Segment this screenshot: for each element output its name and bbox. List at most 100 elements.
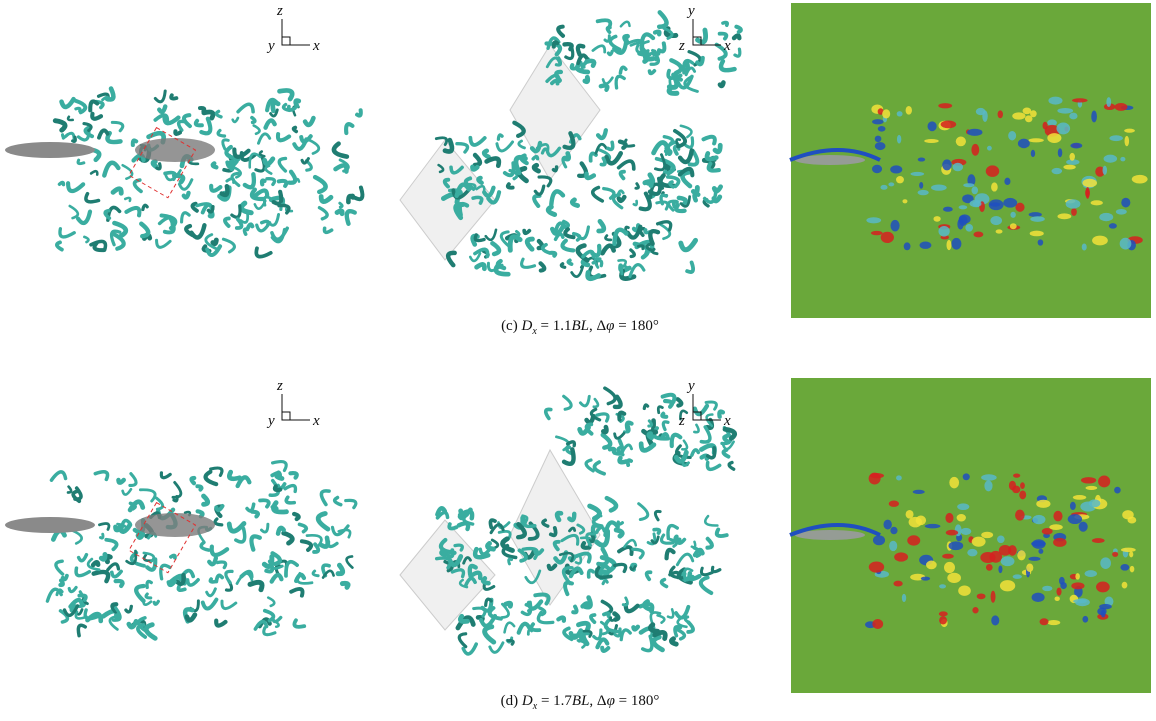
vorticity-blob bbox=[1055, 597, 1060, 601]
vortex-tube bbox=[587, 424, 592, 433]
vortex-tube bbox=[100, 534, 103, 538]
vorticity-blob bbox=[977, 593, 986, 599]
vortex-tube bbox=[266, 120, 275, 127]
vorticity-blob bbox=[1082, 244, 1087, 251]
vortex-tube bbox=[639, 504, 648, 520]
vortex-tube bbox=[284, 533, 293, 543]
vortex-tube bbox=[602, 648, 608, 651]
body bbox=[135, 138, 215, 162]
vortex-tube bbox=[78, 212, 90, 223]
vortex-tube bbox=[522, 259, 535, 267]
vortex-tube bbox=[729, 463, 734, 470]
vortex-tube bbox=[647, 572, 651, 579]
vorticity-blob bbox=[1004, 178, 1010, 185]
vorticity-blob bbox=[880, 185, 887, 190]
vorticity-blob bbox=[890, 165, 902, 173]
vorticity-blob bbox=[1066, 199, 1081, 208]
vorticity-blob bbox=[1032, 515, 1045, 524]
vorticity-blob bbox=[1120, 564, 1129, 571]
vortex-tube bbox=[207, 589, 216, 596]
vortex-tube bbox=[107, 556, 110, 561]
caption-label: (d) bbox=[501, 693, 522, 709]
vortex-tube bbox=[715, 145, 720, 151]
caption-unit: BL bbox=[571, 318, 589, 334]
vortex-tube bbox=[628, 460, 631, 465]
vorticity-blob bbox=[1115, 103, 1128, 111]
vorticity-blob bbox=[869, 561, 884, 572]
vorticity-blob bbox=[945, 513, 953, 523]
vorticity-blob bbox=[1073, 495, 1086, 500]
vortex-tube bbox=[144, 601, 151, 605]
vorticity-blob bbox=[1085, 189, 1090, 198]
vortex-tube bbox=[86, 194, 99, 202]
vortex-tube bbox=[302, 541, 311, 550]
vorticity-blob bbox=[1028, 557, 1040, 561]
vortex-tube bbox=[200, 108, 204, 111]
vorticity-blob bbox=[957, 218, 963, 229]
vortex-tube bbox=[568, 260, 571, 264]
vortex-tube bbox=[60, 580, 62, 585]
vorticity-blob bbox=[1056, 122, 1070, 134]
vortex-tube bbox=[478, 178, 481, 183]
vortex-tube bbox=[112, 571, 121, 576]
vorticity-blob bbox=[1089, 499, 1101, 507]
vorticity-blob bbox=[1098, 475, 1110, 487]
caption-tail: , Δ bbox=[589, 318, 607, 334]
vortex-tube bbox=[616, 76, 624, 88]
caption-end: = 180° bbox=[614, 318, 658, 334]
vortex-tube bbox=[620, 142, 626, 148]
vortex-tube bbox=[70, 206, 78, 218]
vortex-tube bbox=[254, 126, 260, 134]
vorticity-blob bbox=[1019, 490, 1026, 499]
vortex-tube bbox=[568, 442, 575, 446]
vorticity-blob bbox=[1121, 548, 1136, 552]
vorticity-blob bbox=[961, 528, 972, 535]
vorticity-blob bbox=[986, 165, 999, 176]
vorticity-blob bbox=[1040, 618, 1049, 625]
vortex-tube bbox=[229, 523, 244, 531]
vortex-tube bbox=[108, 133, 121, 142]
vortex-tube bbox=[340, 203, 342, 207]
vortex-tube bbox=[296, 575, 304, 581]
vortex-tube bbox=[608, 142, 613, 149]
vorticity-blob bbox=[998, 565, 1002, 573]
vorticity-blob bbox=[959, 205, 968, 209]
vortex-tube bbox=[68, 183, 83, 191]
vortex-tube bbox=[232, 206, 240, 217]
vorticity-blob bbox=[1121, 198, 1130, 208]
vortex-tube bbox=[260, 500, 269, 506]
vorticity-blob bbox=[1042, 528, 1053, 535]
axis-label: y bbox=[686, 378, 695, 394]
vorticity-blob bbox=[943, 207, 953, 212]
vortex-tube bbox=[723, 23, 727, 26]
vortex-tube bbox=[84, 237, 88, 242]
vortex-tube bbox=[324, 228, 331, 232]
vorticity-blob bbox=[870, 473, 884, 478]
vortex-tube bbox=[237, 219, 242, 228]
vortex-tube bbox=[63, 135, 68, 137]
vortex-tube bbox=[315, 177, 325, 192]
vortex-tube bbox=[286, 497, 294, 503]
vorticity-blob bbox=[1003, 198, 1017, 208]
vortex-tube bbox=[598, 130, 606, 138]
axis-origin bbox=[282, 412, 290, 420]
vorticity-blob bbox=[918, 158, 926, 162]
vortex-tube bbox=[216, 575, 222, 581]
vortex-tube bbox=[459, 634, 465, 647]
vortex-tube bbox=[681, 240, 696, 249]
vorticity-blob bbox=[916, 516, 926, 526]
vortex-tube bbox=[244, 229, 247, 234]
vorticity-blob bbox=[1063, 165, 1075, 170]
vortex-tube bbox=[266, 166, 272, 174]
vortex-tube bbox=[457, 144, 468, 152]
vortex-tube bbox=[519, 141, 525, 148]
vortex-tube bbox=[533, 157, 537, 159]
vortex-tube bbox=[620, 67, 625, 73]
vorticity-blob bbox=[866, 217, 881, 223]
vortex-tube bbox=[268, 598, 274, 606]
vortex-tube bbox=[216, 621, 225, 626]
vortex-tube bbox=[278, 134, 289, 140]
vortex-tube bbox=[552, 81, 558, 84]
vorticity-blob bbox=[946, 240, 951, 250]
vortex-tube bbox=[678, 399, 682, 405]
